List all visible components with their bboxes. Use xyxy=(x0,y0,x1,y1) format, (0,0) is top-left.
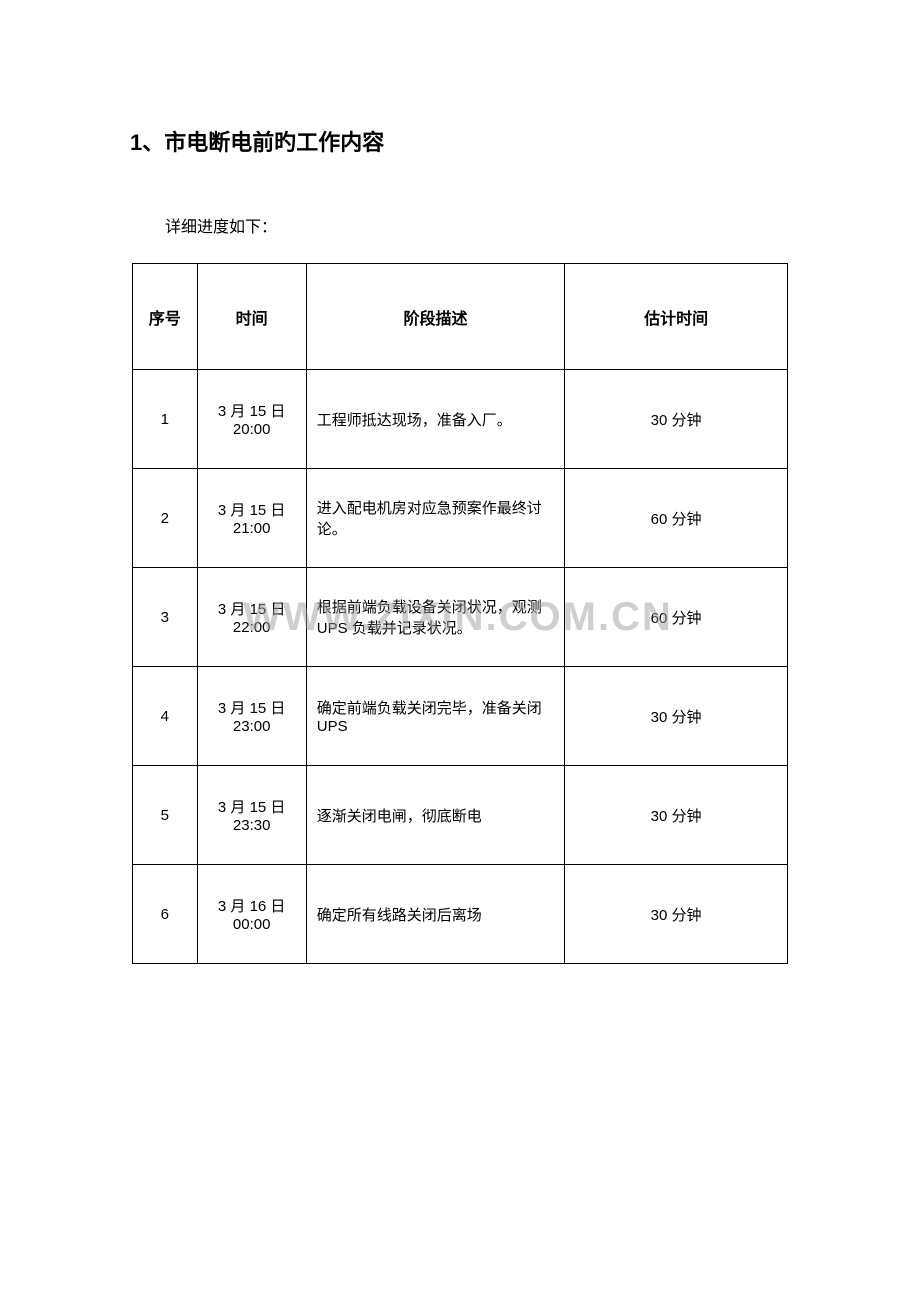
intro-text: 详细进度如下： xyxy=(165,213,790,237)
cell-time: 3 月 15 日23:00 xyxy=(197,667,306,766)
schedule-table: 序号 时间 阶段描述 估计时间 13 月 15 日20:00工程师抵达现场，准备… xyxy=(132,263,788,964)
cell-est: 60 分钟 xyxy=(565,568,788,667)
table-row: 13 月 15 日20:00工程师抵达现场，准备入厂。30 分钟 xyxy=(133,370,788,469)
cell-desc: 确定所有线路关闭后离场 xyxy=(306,865,564,964)
cell-desc: 确定前端负载关闭完毕，准备关闭 UPS xyxy=(306,667,564,766)
section-heading: 1、市电断电前旳工作内容 xyxy=(130,125,790,157)
table-body: 13 月 15 日20:00工程师抵达现场，准备入厂。30 分钟23 月 15 … xyxy=(133,370,788,964)
table-row: 23 月 15 日21:00进入配电机房对应急预案作最终讨论。60 分钟 xyxy=(133,469,788,568)
table-row: 53 月 15 日23:30逐渐关闭电闸，彻底断电30 分钟 xyxy=(133,766,788,865)
cell-seq: 4 xyxy=(133,667,198,766)
cell-est: 30 分钟 xyxy=(565,766,788,865)
cell-est: 30 分钟 xyxy=(565,370,788,469)
cell-est: 60 分钟 xyxy=(565,469,788,568)
cell-est: 30 分钟 xyxy=(565,667,788,766)
cell-time: 3 月 15 日21:00 xyxy=(197,469,306,568)
cell-time: 3 月 15 日23:30 xyxy=(197,766,306,865)
header-desc: 阶段描述 xyxy=(306,264,564,370)
document-content: 1、市电断电前旳工作内容 详细进度如下： 序号 时间 阶段描述 估计时间 13 … xyxy=(0,0,920,964)
header-seq: 序号 xyxy=(133,264,198,370)
cell-desc: 逐渐关闭电闸，彻底断电 xyxy=(306,766,564,865)
cell-time: 3 月 16 日00:00 xyxy=(197,865,306,964)
cell-seq: 1 xyxy=(133,370,198,469)
cell-seq: 3 xyxy=(133,568,198,667)
table-row: 33 月 15 日22:00根据前端负载设备关闭状况，观测 UPS 负载并记录状… xyxy=(133,568,788,667)
header-est: 估计时间 xyxy=(565,264,788,370)
cell-desc: 进入配电机房对应急预案作最终讨论。 xyxy=(306,469,564,568)
header-time: 时间 xyxy=(197,264,306,370)
table-header-row: 序号 时间 阶段描述 估计时间 xyxy=(133,264,788,370)
cell-seq: 6 xyxy=(133,865,198,964)
table-row: 63 月 16 日00:00确定所有线路关闭后离场30 分钟 xyxy=(133,865,788,964)
cell-seq: 2 xyxy=(133,469,198,568)
cell-time: 3 月 15 日22:00 xyxy=(197,568,306,667)
cell-desc: 工程师抵达现场，准备入厂。 xyxy=(306,370,564,469)
cell-desc: 根据前端负载设备关闭状况，观测 UPS 负载并记录状况。 xyxy=(306,568,564,667)
cell-seq: 5 xyxy=(133,766,198,865)
cell-time: 3 月 15 日20:00 xyxy=(197,370,306,469)
cell-est: 30 分钟 xyxy=(565,865,788,964)
table-row: 43 月 15 日23:00确定前端负载关闭完毕，准备关闭 UPS30 分钟 xyxy=(133,667,788,766)
